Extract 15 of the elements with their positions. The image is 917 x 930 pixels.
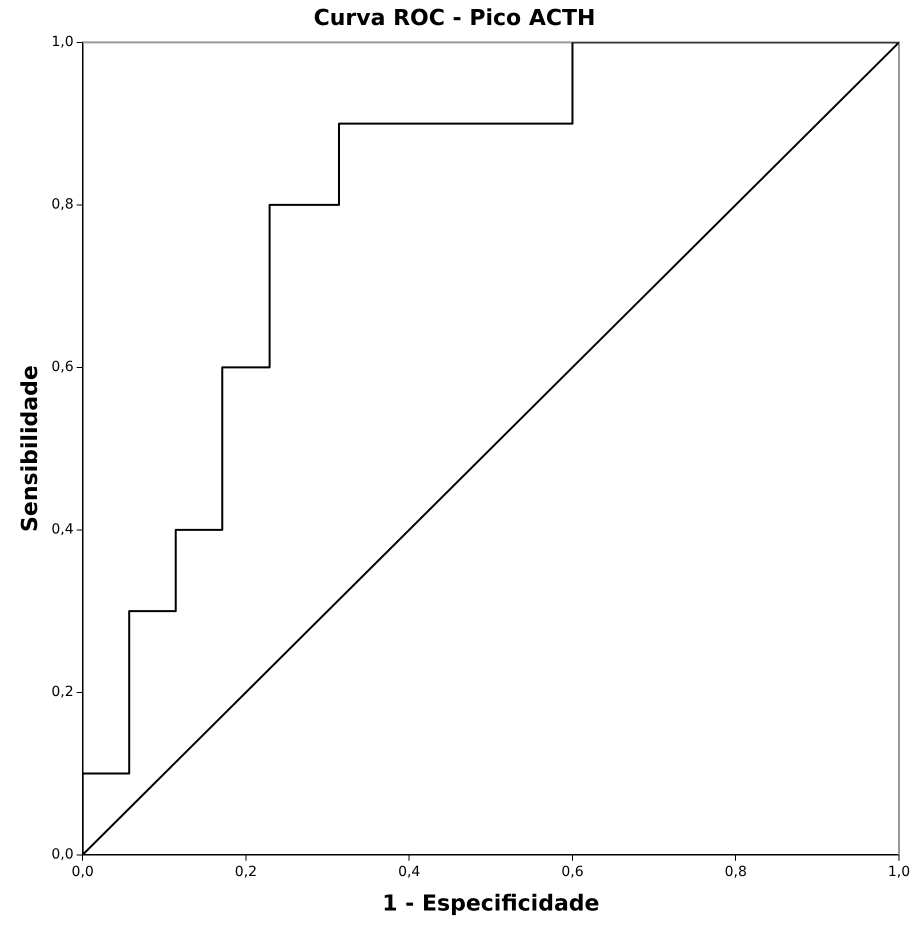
x-tick-label: 0,2 [234,864,258,880]
x-tick-label: 0,4 [398,864,420,880]
y-tick-label: 0,0 [51,846,74,862]
x-tick-label: 0,8 [724,864,747,880]
y-tick-label: 0,2 [51,684,74,700]
x-tick-label: 1,0 [888,864,910,880]
x-tick-label: 0,6 [561,864,584,880]
chart-title: Curva ROC - Pico ACTH [314,6,596,31]
x-tick-label: 0,0 [72,864,94,880]
y-tick-label: 1,0 [51,34,74,50]
x-axis-title: 1 - Especificidade [382,892,600,917]
y-axis-title: Sensibilidade [18,365,43,532]
y-tick-label: 0,6 [51,359,74,375]
y-tick-label: 0,4 [51,521,74,538]
y-tick-label: 0,8 [51,196,74,213]
